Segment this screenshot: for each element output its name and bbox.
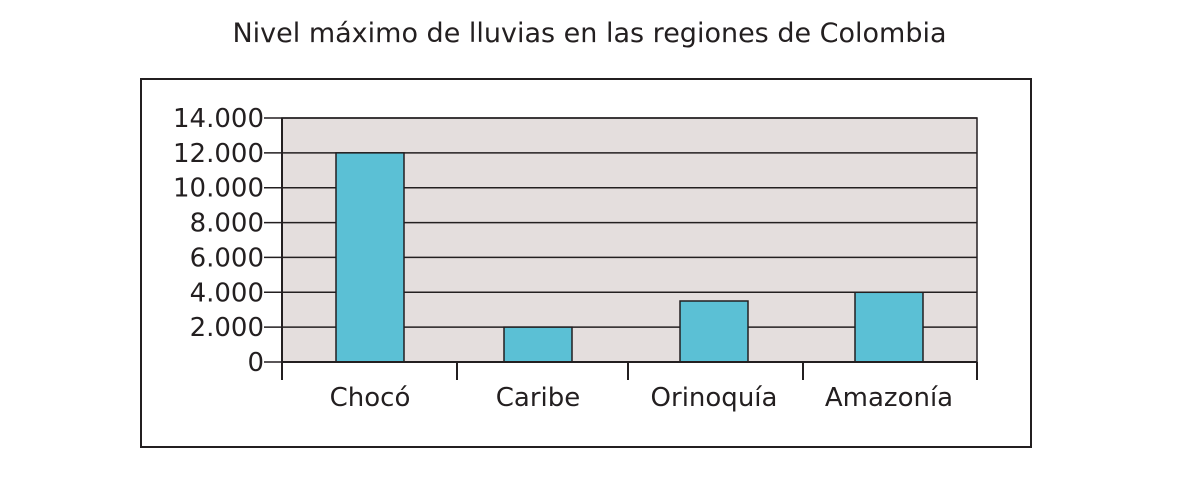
x-category-label: Orinoquía [651, 383, 778, 413]
y-tick-label: 10.000 [173, 174, 264, 204]
chart-frame [140, 78, 1032, 448]
x-category-label: Amazonía [825, 383, 953, 413]
x-category-label: Caribe [496, 383, 581, 413]
y-tick-label: 12.000 [173, 139, 264, 169]
bar-0 [335, 152, 405, 363]
y-tick-label: 8.000 [190, 209, 264, 239]
chart-title: Nivel máximo de lluvias en las regiones … [232, 18, 947, 49]
bar-1 [503, 326, 573, 363]
y-tick-label: 0 [247, 348, 264, 378]
y-tick-label: 4.000 [190, 278, 264, 308]
bar-3 [854, 291, 924, 363]
y-tick-label: 6.000 [190, 243, 264, 273]
bar-2 [679, 300, 749, 363]
y-tick-label: 2.000 [190, 313, 264, 343]
y-tick-label: 14.000 [173, 104, 264, 134]
x-category-label: Chocó [330, 383, 411, 413]
